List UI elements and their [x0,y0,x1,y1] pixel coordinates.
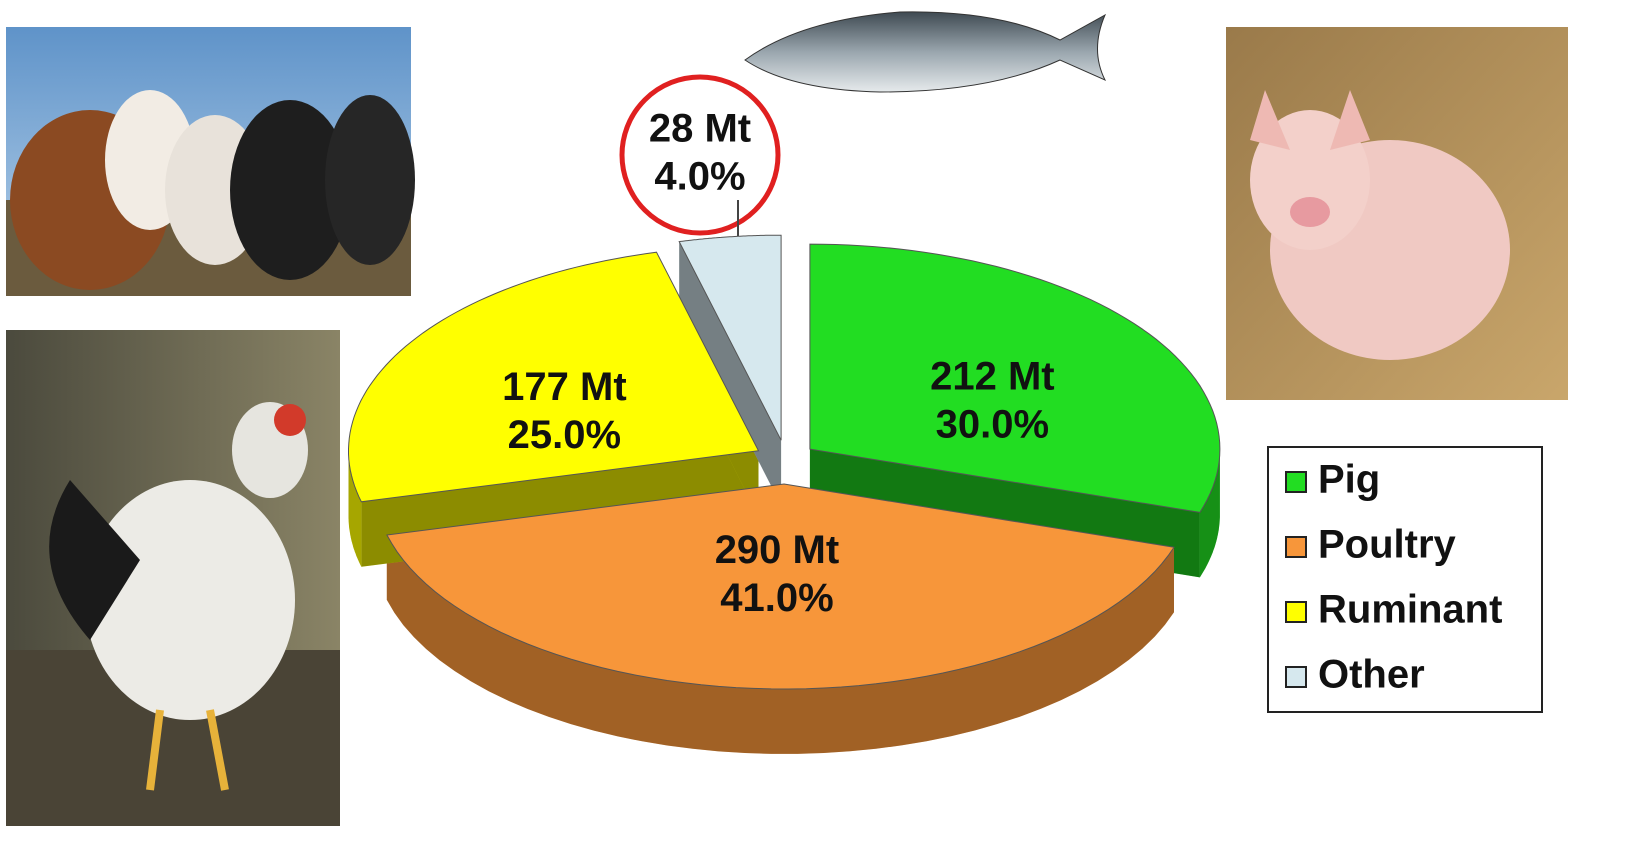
data-label: 290 Mt [715,528,840,572]
slice [678,234,782,441]
data-label: 177 Mt [502,365,627,409]
pig-photo [1226,27,1568,400]
side-shade [679,241,782,506]
data-label: 4.0% [654,155,745,199]
data-label: 28 Mt [649,107,751,151]
legend-swatch [1285,471,1307,493]
callout-circle [619,74,781,236]
legend-label: Poultry [1318,523,1457,567]
cow-photo [6,27,415,296]
chicken-photo [6,330,340,826]
legend: Pig Poultry Ruminant Other [1285,458,1502,697]
legend-swatch [1285,666,1307,688]
data-label: 41.0% [720,576,833,620]
fish-illustration [744,11,1107,93]
legend-label: Other [1318,653,1425,697]
slice-tops [348,234,1221,690]
legend-label: Ruminant [1318,588,1502,632]
slice-side [348,450,362,567]
slice [386,483,1175,690]
side-shade [386,535,1174,754]
data-label: 212 Mt [930,354,1055,398]
slice [348,251,760,503]
slice [809,243,1221,513]
legend-label: Pig [1318,458,1380,502]
data-label: 30.0% [936,402,1049,446]
side-shade [348,450,362,567]
data-label: 25.0% [508,413,621,457]
slice-side [679,241,782,506]
slice-side [386,535,1174,754]
legend-swatch [1285,536,1307,558]
legend-swatch [1285,601,1307,623]
legend-box [1267,446,1543,713]
